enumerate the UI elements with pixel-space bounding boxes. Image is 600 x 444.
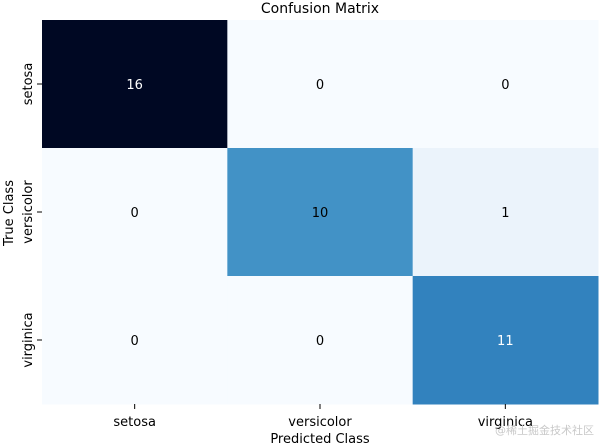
x-tick-label-setosa: setosa bbox=[113, 415, 156, 430]
heatmap-cell-setosa-setosa bbox=[42, 20, 228, 149]
y-axis-label: True Class bbox=[2, 180, 17, 247]
heatmap-cell-versicolor-versicolor bbox=[227, 148, 414, 277]
y-tick-label-setosa: setosa bbox=[21, 63, 36, 106]
heatmap-cell-versicolor-setosa bbox=[42, 148, 228, 277]
heatmap-cell-setosa-versicolor bbox=[227, 20, 414, 149]
cell-value-setosa-setosa: 16 bbox=[126, 78, 143, 93]
cell-value-virginica-virginica: 11 bbox=[497, 334, 514, 349]
watermark: @稀土掘金技术社区 bbox=[495, 424, 594, 437]
cell-value-setosa-versicolor: 0 bbox=[316, 78, 324, 93]
y-axis-ticks: setosa versicolor virginica bbox=[21, 63, 42, 368]
x-tick-label-versicolor: versicolor bbox=[288, 415, 352, 430]
cell-value-virginica-versicolor: 0 bbox=[316, 334, 324, 349]
y-tick-label-virginica: virginica bbox=[21, 312, 36, 367]
heatmap-cells bbox=[42, 20, 599, 405]
y-tick-label-versicolor: versicolor bbox=[21, 180, 36, 244]
cell-value-virginica-setosa: 0 bbox=[131, 334, 139, 349]
cell-value-setosa-virginica: 0 bbox=[501, 78, 509, 93]
heatmap-cell-virginica-setosa bbox=[42, 276, 228, 405]
cell-value-versicolor-setosa: 0 bbox=[131, 206, 139, 221]
heatmap-cell-virginica-versicolor bbox=[227, 276, 414, 405]
x-tick-label-virginica: virginica bbox=[478, 415, 533, 430]
heatmap-cell-setosa-virginica bbox=[412, 20, 599, 149]
x-axis-label: Predicted Class bbox=[270, 432, 370, 444]
heatmap-cell-virginica-virginica bbox=[412, 276, 599, 405]
heatmap-cell-versicolor-virginica bbox=[412, 148, 599, 277]
cell-value-versicolor-virginica: 1 bbox=[501, 206, 509, 221]
cell-value-versicolor-versicolor: 10 bbox=[312, 206, 329, 221]
heatmap-cell-labels: 16 0 00 10 10 0 11 bbox=[126, 78, 513, 349]
chart-title: Confusion Matrix bbox=[261, 1, 379, 17]
x-axis-ticks: setosa versicolor virginica bbox=[113, 404, 533, 430]
